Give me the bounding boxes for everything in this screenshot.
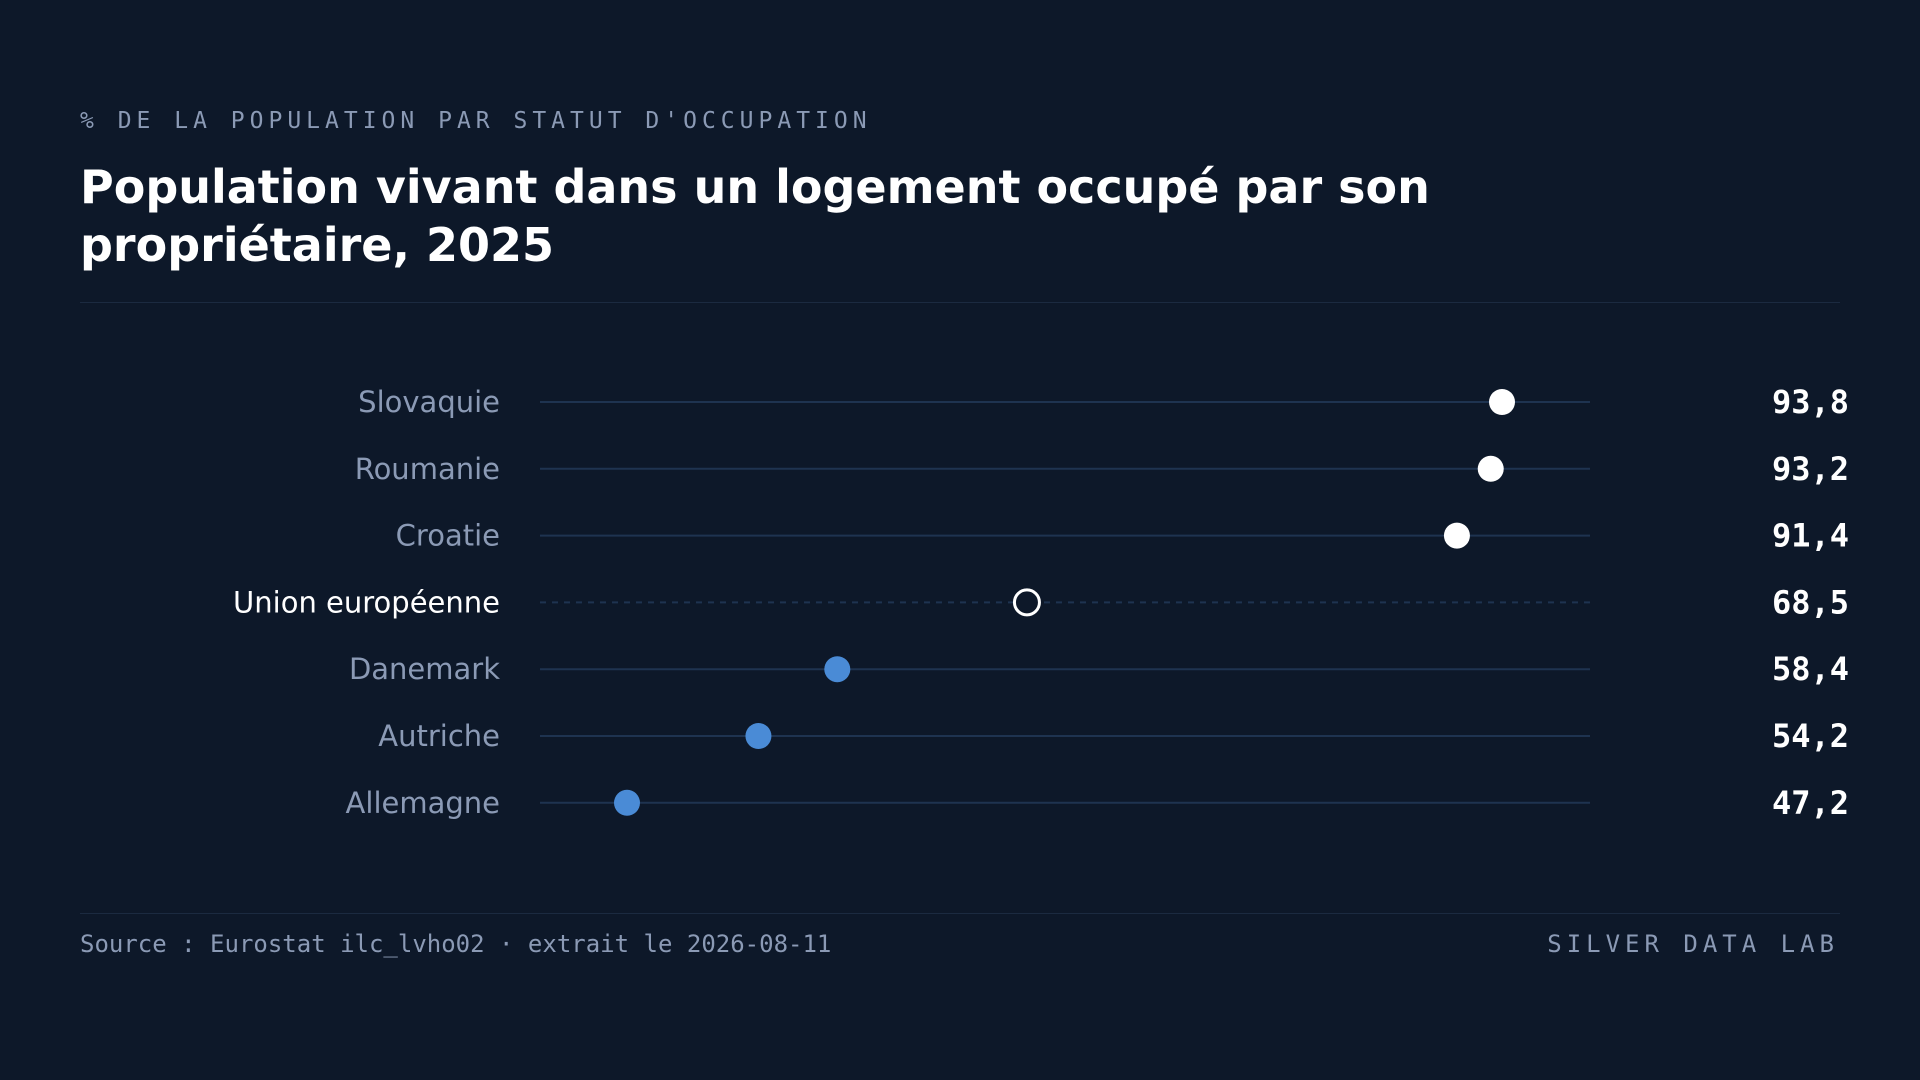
data-point <box>824 656 851 683</box>
value-label: 93,8 <box>1772 383 1849 421</box>
source-note: Source : Eurostat ilc_lvho02 · extrait l… <box>80 930 832 958</box>
country-label: Allemagne <box>346 786 500 820</box>
chart-subtitle: % DE LA POPULATION PAR STATUT D'OCCUPATI… <box>80 108 872 134</box>
country-label: Slovaquie <box>358 385 500 419</box>
value-label: 68,5 <box>1772 583 1849 621</box>
reference-point <box>1012 588 1041 617</box>
country-label: Autriche <box>378 719 500 753</box>
country-label: Danemark <box>349 652 500 686</box>
data-point <box>1443 522 1470 549</box>
data-point <box>1489 389 1515 415</box>
country-label: Roumanie <box>355 452 500 486</box>
value-label: 93,2 <box>1772 450 1849 488</box>
header-divider <box>80 302 1840 303</box>
data-point <box>1477 455 1504 482</box>
brand-label: SILVER DATA LAB <box>1547 930 1839 958</box>
data-point <box>745 723 772 749</box>
value-label: 47,2 <box>1772 784 1849 822</box>
footer-divider <box>80 913 1840 914</box>
country-label: Croatie <box>396 519 500 553</box>
data-point <box>614 789 640 816</box>
value-label: 58,4 <box>1772 650 1849 688</box>
value-label: 91,4 <box>1772 517 1849 555</box>
dot-plot: Slovaquie 93,8 Roumanie 93,2 Croatie 91,4 Unio… <box>233 383 1849 822</box>
reference-label: Union européenne <box>233 585 500 619</box>
chart-title: Population vivant dans un logement occup… <box>80 160 1430 272</box>
value-label: 54,2 <box>1772 717 1849 755</box>
